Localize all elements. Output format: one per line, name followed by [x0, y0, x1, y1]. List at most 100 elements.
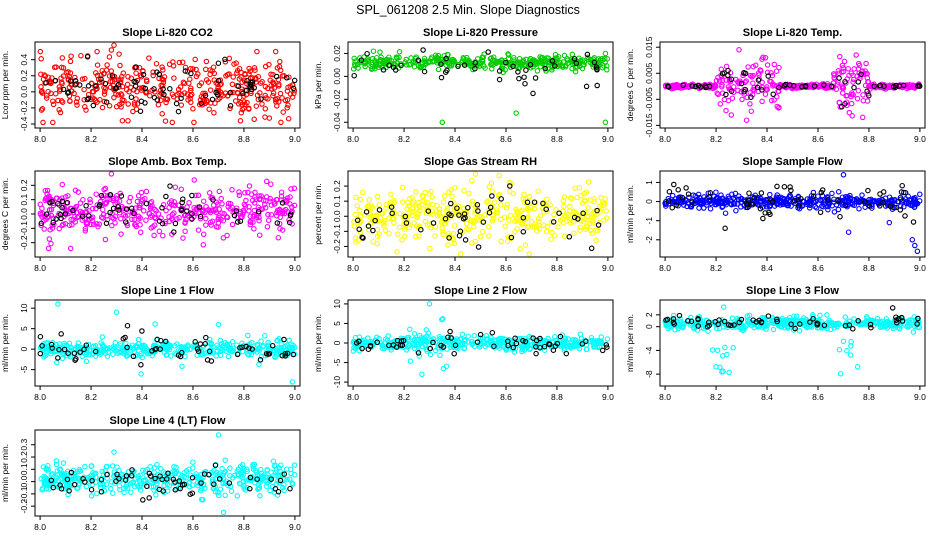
data-point: [480, 228, 486, 235]
data-point: [402, 59, 409, 65]
data-point-secondary: [177, 353, 184, 360]
x-tick-label: 8.6: [812, 134, 824, 144]
data-point: [417, 63, 424, 69]
data-point: [440, 199, 447, 205]
data-point: [352, 58, 358, 64]
data-point: [191, 119, 197, 126]
data-point-secondary: [93, 83, 99, 89]
data-point-secondary: [866, 92, 872, 99]
x-tick-label: 8.8: [238, 134, 250, 144]
data-point: [55, 301, 61, 307]
data-point: [885, 199, 892, 206]
data-point: [206, 190, 213, 196]
data-point-secondary: [440, 344, 447, 350]
x-tick-label: 8.4: [136, 134, 148, 144]
data-point-secondary: [257, 357, 264, 363]
data-point: [604, 336, 611, 342]
data-point: [258, 338, 264, 344]
data-point: [912, 200, 918, 207]
data-point: [483, 333, 490, 339]
data-point: [208, 222, 214, 228]
y-tick-label: 0.0: [19, 208, 29, 220]
data-point-secondary: [516, 75, 522, 82]
data-point-secondary: [370, 227, 376, 234]
data-point: [673, 81, 679, 88]
data-point: [851, 76, 857, 83]
data-point: [236, 192, 243, 199]
data-point: [482, 65, 488, 71]
data-point-secondary: [400, 337, 407, 344]
data-point: [94, 62, 101, 68]
data-point: [472, 171, 479, 177]
data-point-secondary: [67, 78, 74, 84]
data-point: [109, 463, 116, 469]
data-point: [244, 99, 250, 106]
data-point: [215, 432, 222, 438]
data-point-secondary: [703, 84, 709, 91]
data-point: [847, 352, 854, 358]
data-point: [176, 59, 183, 66]
data-point: [461, 187, 467, 194]
data-point-secondary: [132, 83, 139, 89]
data-point: [88, 493, 95, 499]
data-point-secondary: [189, 210, 195, 217]
x-tick-label: 9.0: [289, 263, 301, 273]
data-point: [215, 216, 221, 223]
data-point-secondary: [288, 211, 294, 217]
x-tick-label: 8.4: [761, 263, 773, 273]
x-tick-label: 9.0: [289, 522, 301, 532]
data-point: [415, 210, 421, 217]
data-point: [519, 346, 526, 353]
data-point: [146, 55, 152, 61]
data-point: [561, 52, 568, 59]
data-point: [276, 220, 283, 227]
data-point-secondary: [143, 200, 150, 207]
data-point: [273, 99, 279, 105]
data-point-secondary: [83, 342, 90, 348]
data-point: [472, 238, 478, 245]
data-point: [290, 342, 296, 348]
data-point-secondary: [738, 80, 745, 87]
data-point: [736, 193, 742, 199]
data-point: [87, 196, 93, 203]
data-point-secondary: [496, 76, 503, 83]
data-point-secondary: [679, 195, 686, 201]
data-point-secondary: [446, 235, 452, 241]
data-point-secondary: [665, 198, 672, 204]
data-point-secondary: [354, 217, 361, 224]
x-tick-label: 8.6: [187, 263, 199, 273]
data-point: [222, 492, 228, 499]
data-point: [265, 96, 271, 102]
data-point: [728, 201, 735, 208]
data-point: [113, 309, 120, 316]
data-point: [597, 219, 603, 225]
data-point: [160, 67, 166, 73]
data-point: [727, 78, 734, 85]
data-point-secondary: [749, 201, 756, 208]
data-point-secondary: [599, 347, 606, 354]
data-point: [581, 59, 588, 65]
data-point: [415, 336, 422, 343]
data-point-secondary: [178, 95, 184, 102]
data-point: [784, 195, 791, 202]
data-point: [187, 92, 194, 99]
data-point: [45, 245, 52, 252]
data-point: [504, 201, 510, 208]
data-point-secondary: [70, 207, 76, 214]
data-point-secondary: [880, 189, 887, 195]
data-point: [206, 106, 212, 112]
data-point: [229, 81, 236, 88]
data-point: [724, 351, 730, 358]
data-point: [525, 207, 531, 213]
data-point: [260, 342, 267, 349]
data-point: [502, 223, 508, 229]
data-point: [747, 101, 753, 107]
data-point: [551, 211, 557, 218]
data-point: [43, 95, 50, 101]
x-tick-label: 8.0: [659, 134, 671, 144]
data-point: [450, 59, 457, 65]
data-point: [917, 191, 923, 198]
data-point: [182, 64, 189, 71]
